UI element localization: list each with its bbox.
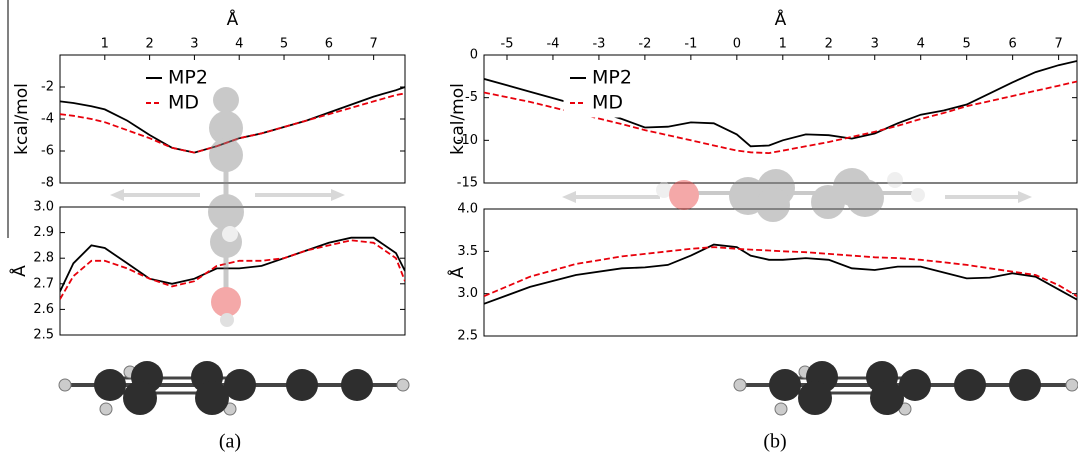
atom: [208, 194, 244, 230]
atom: [887, 172, 903, 188]
atom: [769, 369, 801, 401]
y-tick-label: 3.0: [457, 286, 478, 301]
y-tick-label: -4: [41, 112, 54, 127]
x-tick-label: 5: [963, 37, 971, 52]
y-tick-label: 2.6: [33, 302, 54, 317]
caption: (b): [763, 431, 786, 453]
legend-label: MD: [168, 92, 199, 114]
y-tick-label: 2.5: [33, 328, 54, 343]
y-axis-label: Å: [446, 266, 468, 278]
atom: [209, 138, 243, 172]
atom: [669, 180, 699, 210]
atom: [899, 369, 931, 401]
atom: [213, 87, 239, 113]
figure: -2 -4 -6 -8 1 2 3 4 5 6 7 Åkcal/mol (a) MP2 MD 3.0 2.9 2.…: [0, 0, 1078, 463]
y-tick-label: 2.9: [33, 225, 54, 240]
atom: [123, 381, 157, 415]
y-tick-label: 4.0: [457, 202, 478, 217]
molecule-b: [734, 361, 1078, 415]
atom: [220, 313, 234, 327]
plot-frame: [484, 209, 1077, 336]
y-axis-label: Å: [8, 265, 30, 277]
y-tick-label: -15: [457, 176, 478, 191]
atom: [224, 369, 256, 401]
x-tick-label: -3: [592, 37, 605, 52]
atom: [341, 369, 373, 401]
x-tick-label: -4: [546, 37, 559, 52]
molecule-a: [59, 361, 409, 415]
legend-label: MP2: [592, 67, 632, 89]
legend-label: MP2: [168, 67, 208, 89]
atom: [846, 179, 884, 217]
x-tick-label: 3: [190, 37, 198, 52]
atom: [286, 369, 318, 401]
y-tick-label: 0: [470, 48, 478, 63]
y-tick-label: 2.7: [33, 276, 54, 291]
y-tick-label: -2: [41, 80, 54, 95]
x-tick-label: 6: [325, 37, 333, 52]
y-tick-label: 3.0: [33, 200, 54, 215]
x-tick-label: 2: [145, 37, 153, 52]
y-tick-label: 2.5: [457, 329, 478, 344]
x-tick-label: 0: [733, 37, 741, 52]
atom: [870, 381, 904, 415]
y-tick-label: -8: [41, 176, 54, 191]
y-tick-label: 3.5: [457, 244, 478, 259]
y-tick-label: 2.8: [33, 251, 54, 266]
y-axis-label: kcal/mol: [448, 83, 468, 155]
x-axis-label: Å: [227, 8, 239, 30]
atom: [954, 369, 986, 401]
atom: [195, 381, 229, 415]
atom: [222, 226, 238, 242]
y-axis-label: kcal/mol: [12, 83, 32, 155]
legend-label: MD: [592, 92, 623, 114]
x-tick-label: 7: [369, 37, 377, 52]
x-tick-label: -2: [638, 37, 651, 52]
x-tick-label: 5: [280, 37, 288, 52]
caption: (a): [219, 431, 241, 453]
x-tick-label: 6: [1009, 37, 1017, 52]
x-tick-label: 7: [1054, 37, 1062, 52]
atom: [756, 188, 790, 222]
atom: [1009, 369, 1041, 401]
x-tick-label: -5: [501, 37, 514, 52]
atom: [798, 381, 832, 415]
atom: [911, 188, 925, 202]
x-tick-label: 4: [235, 37, 243, 52]
series-line: [484, 247, 1077, 296]
atom: [100, 403, 112, 415]
atom: [211, 287, 241, 317]
x-axis-label: Å: [775, 8, 787, 30]
atom: [775, 403, 787, 415]
atom: [734, 379, 746, 391]
atom: [94, 369, 126, 401]
x-tick-label: 2: [825, 37, 833, 52]
x-tick-label: 1: [779, 37, 787, 52]
x-tick-label: 1: [101, 37, 109, 52]
x-tick-label: 3: [871, 37, 879, 52]
x-tick-label: 4: [917, 37, 925, 52]
x-tick-label: -1: [684, 37, 697, 52]
atom: [59, 379, 71, 391]
atom: [1066, 379, 1078, 391]
atom: [397, 379, 409, 391]
series-line: [484, 245, 1077, 304]
y-tick-label: -6: [41, 144, 54, 159]
